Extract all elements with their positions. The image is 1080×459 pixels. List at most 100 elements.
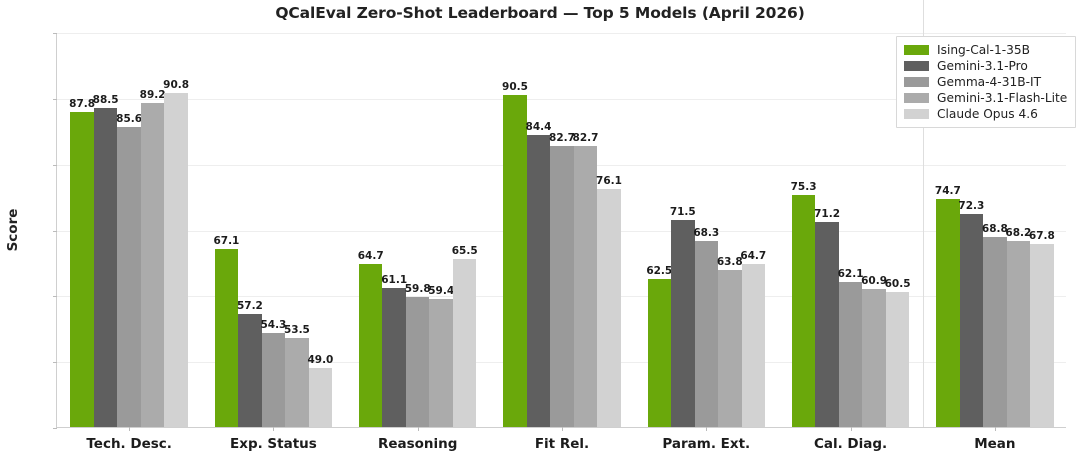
chart-legend[interactable]: Ising-Cal-1-35B Gemini-3.1-Pro Gemma-4-31B… — [896, 36, 1077, 128]
bar[interactable]: 65.5 — [452, 245, 478, 427]
legend-swatch — [904, 61, 929, 71]
bar-value-label: 53.5 — [283, 324, 310, 337]
legend-item[interactable]: Gemma-4-31B-IT — [904, 74, 1067, 90]
legend-swatch — [904, 109, 929, 119]
legend-swatch — [904, 45, 929, 55]
bar[interactable]: 64.7 — [740, 250, 766, 427]
bar-value-label: 87.8 — [69, 98, 96, 111]
bar-value-label: 54.3 — [260, 318, 287, 331]
bar[interactable]: 89.2 — [140, 89, 166, 427]
bar-value-label: 68.8 — [981, 223, 1008, 236]
bar[interactable]: 54.3 — [260, 319, 286, 427]
bar-value-label: 60.9 — [861, 275, 888, 288]
bar[interactable]: 82.7 — [573, 132, 598, 427]
x-tick-label: Tech. Desc. — [86, 436, 172, 452]
bar[interactable]: 59.8 — [405, 283, 431, 427]
bar-value-label: 65.5 — [451, 245, 478, 258]
bar[interactable]: 57.2 — [237, 300, 263, 427]
x-tick-mark — [994, 427, 996, 431]
legend-item[interactable]: Gemini-3.1-Flash-Lite — [904, 90, 1067, 106]
bar[interactable]: 88.5 — [93, 94, 119, 427]
y-tick-mark — [53, 362, 57, 364]
bar-group: 74.7 72.3 68.8 68.2 67.8 Mean — [922, 0, 1067, 452]
bar[interactable]: 71.2 — [814, 208, 840, 427]
bar-value-label: 67.8 — [1028, 229, 1055, 242]
bar-value-label: 75.3 — [790, 180, 817, 193]
bar[interactable]: 72.3 — [958, 200, 984, 427]
legend-label: Claude Opus 4.6 — [937, 107, 1038, 121]
bar[interactable]: 62.5 — [646, 265, 672, 427]
gridline — [57, 98, 1066, 100]
bar-value-label: 68.2 — [1005, 227, 1032, 240]
bar-group: 75.3 71.2 62.1 60.9 60.5 Cal. Diag. — [778, 33, 922, 452]
bar[interactable]: 90.8 — [163, 79, 189, 427]
legend-swatch — [904, 93, 929, 103]
bar[interactable]: 53.5 — [284, 324, 310, 427]
bar-value-label: 64.7 — [357, 250, 384, 263]
bar[interactable]: 84.4 — [526, 121, 551, 427]
bar-value-label: 88.5 — [92, 93, 119, 106]
x-tick-label: Cal. Diag. — [813, 436, 888, 452]
bar[interactable]: 63.8 — [717, 256, 743, 427]
bar-value-label: 71.5 — [669, 205, 696, 218]
gridline — [57, 33, 1066, 34]
bar[interactable]: 62.1 — [838, 268, 864, 427]
bar[interactable]: 75.3 — [791, 181, 817, 427]
bar-value-label: 90.8 — [163, 78, 190, 91]
legend-item[interactable]: Claude Opus 4.6 — [904, 106, 1067, 122]
bar[interactable]: 71.5 — [670, 206, 696, 427]
bar-value-label: 89.2 — [139, 89, 166, 102]
bar-value-label: 85.6 — [116, 112, 143, 125]
bar-value-label: 62.5 — [646, 264, 673, 277]
legend-label: Gemini-3.1-Pro — [937, 59, 1028, 73]
bar-value-label: 57.2 — [236, 299, 263, 312]
bar-group: 67.1 57.2 54.3 53.5 49.0 Exp. Status — [201, 33, 345, 452]
bar-value-label: 62.1 — [837, 267, 864, 280]
bar[interactable]: 76.1 — [596, 175, 622, 427]
legend-item[interactable]: Gemini-3.1-Pro — [904, 58, 1067, 74]
bar[interactable]: 61.1 — [381, 274, 407, 427]
bar[interactable]: 64.7 — [358, 250, 384, 427]
bar[interactable]: 87.8 — [69, 98, 95, 427]
bar-value-label: 90.5 — [502, 80, 528, 93]
legend-swatch — [904, 77, 929, 87]
mean-separator-line — [922, 0, 924, 427]
bar[interactable]: 59.4 — [428, 285, 454, 427]
bar-group: 64.7 61.1 59.8 59.4 65.5 Reasoning — [346, 33, 490, 452]
bar[interactable]: 82.7 — [549, 132, 575, 427]
bar-value-label: 61.1 — [381, 274, 408, 287]
legend-item[interactable]: Ising-Cal-1-35B — [904, 42, 1067, 58]
bar[interactable]: 68.8 — [982, 223, 1008, 427]
x-tick-label: Reasoning — [377, 436, 458, 452]
bar-value-label: 60.5 — [884, 278, 911, 291]
y-axis-label: Score — [5, 208, 21, 252]
x-tick-label: Mean — [974, 436, 1016, 452]
y-tick-mark — [53, 98, 57, 100]
legend-label: Gemma-4-31B-IT — [937, 75, 1042, 89]
x-tick-mark — [706, 427, 708, 431]
bar-value-label: 59.4 — [428, 285, 455, 298]
bar-group: 90.5 84.4 82.7 82.7 76.1 Fit Rel. — [490, 33, 634, 452]
bar[interactable]: 68.2 — [1005, 227, 1031, 427]
legend-label: Ising-Cal-1-35B — [937, 43, 1030, 57]
bar-group: 62.5 71.5 68.3 63.8 64.7 Param. Ext. — [634, 33, 778, 452]
bar[interactable]: 67.8 — [1029, 230, 1055, 427]
bar[interactable]: 60.5 — [885, 278, 911, 427]
page-title: QCalEval Zero-Shot Leaderboard — Top 5 M… — [275, 4, 805, 22]
bar[interactable]: 68.3 — [693, 227, 719, 427]
bar-value-label: 64.7 — [740, 250, 767, 263]
bar[interactable]: 49.0 — [307, 354, 333, 427]
bar-value-label: 74.7 — [934, 184, 961, 197]
bar-value-label: 59.8 — [404, 282, 431, 295]
bar-value-label: 76.1 — [596, 175, 622, 188]
bar[interactable]: 67.1 — [213, 235, 239, 427]
x-tick-mark — [273, 427, 275, 431]
bar[interactable]: 74.7 — [935, 185, 961, 427]
bar-value-label: 68.3 — [693, 226, 720, 239]
x-tick-mark — [561, 427, 563, 431]
bar[interactable]: 90.5 — [502, 81, 528, 427]
bar[interactable]: 60.9 — [861, 275, 887, 427]
legend-label: Gemini-3.1-Flash-Lite — [937, 91, 1068, 105]
bar[interactable]: 85.6 — [116, 113, 142, 427]
